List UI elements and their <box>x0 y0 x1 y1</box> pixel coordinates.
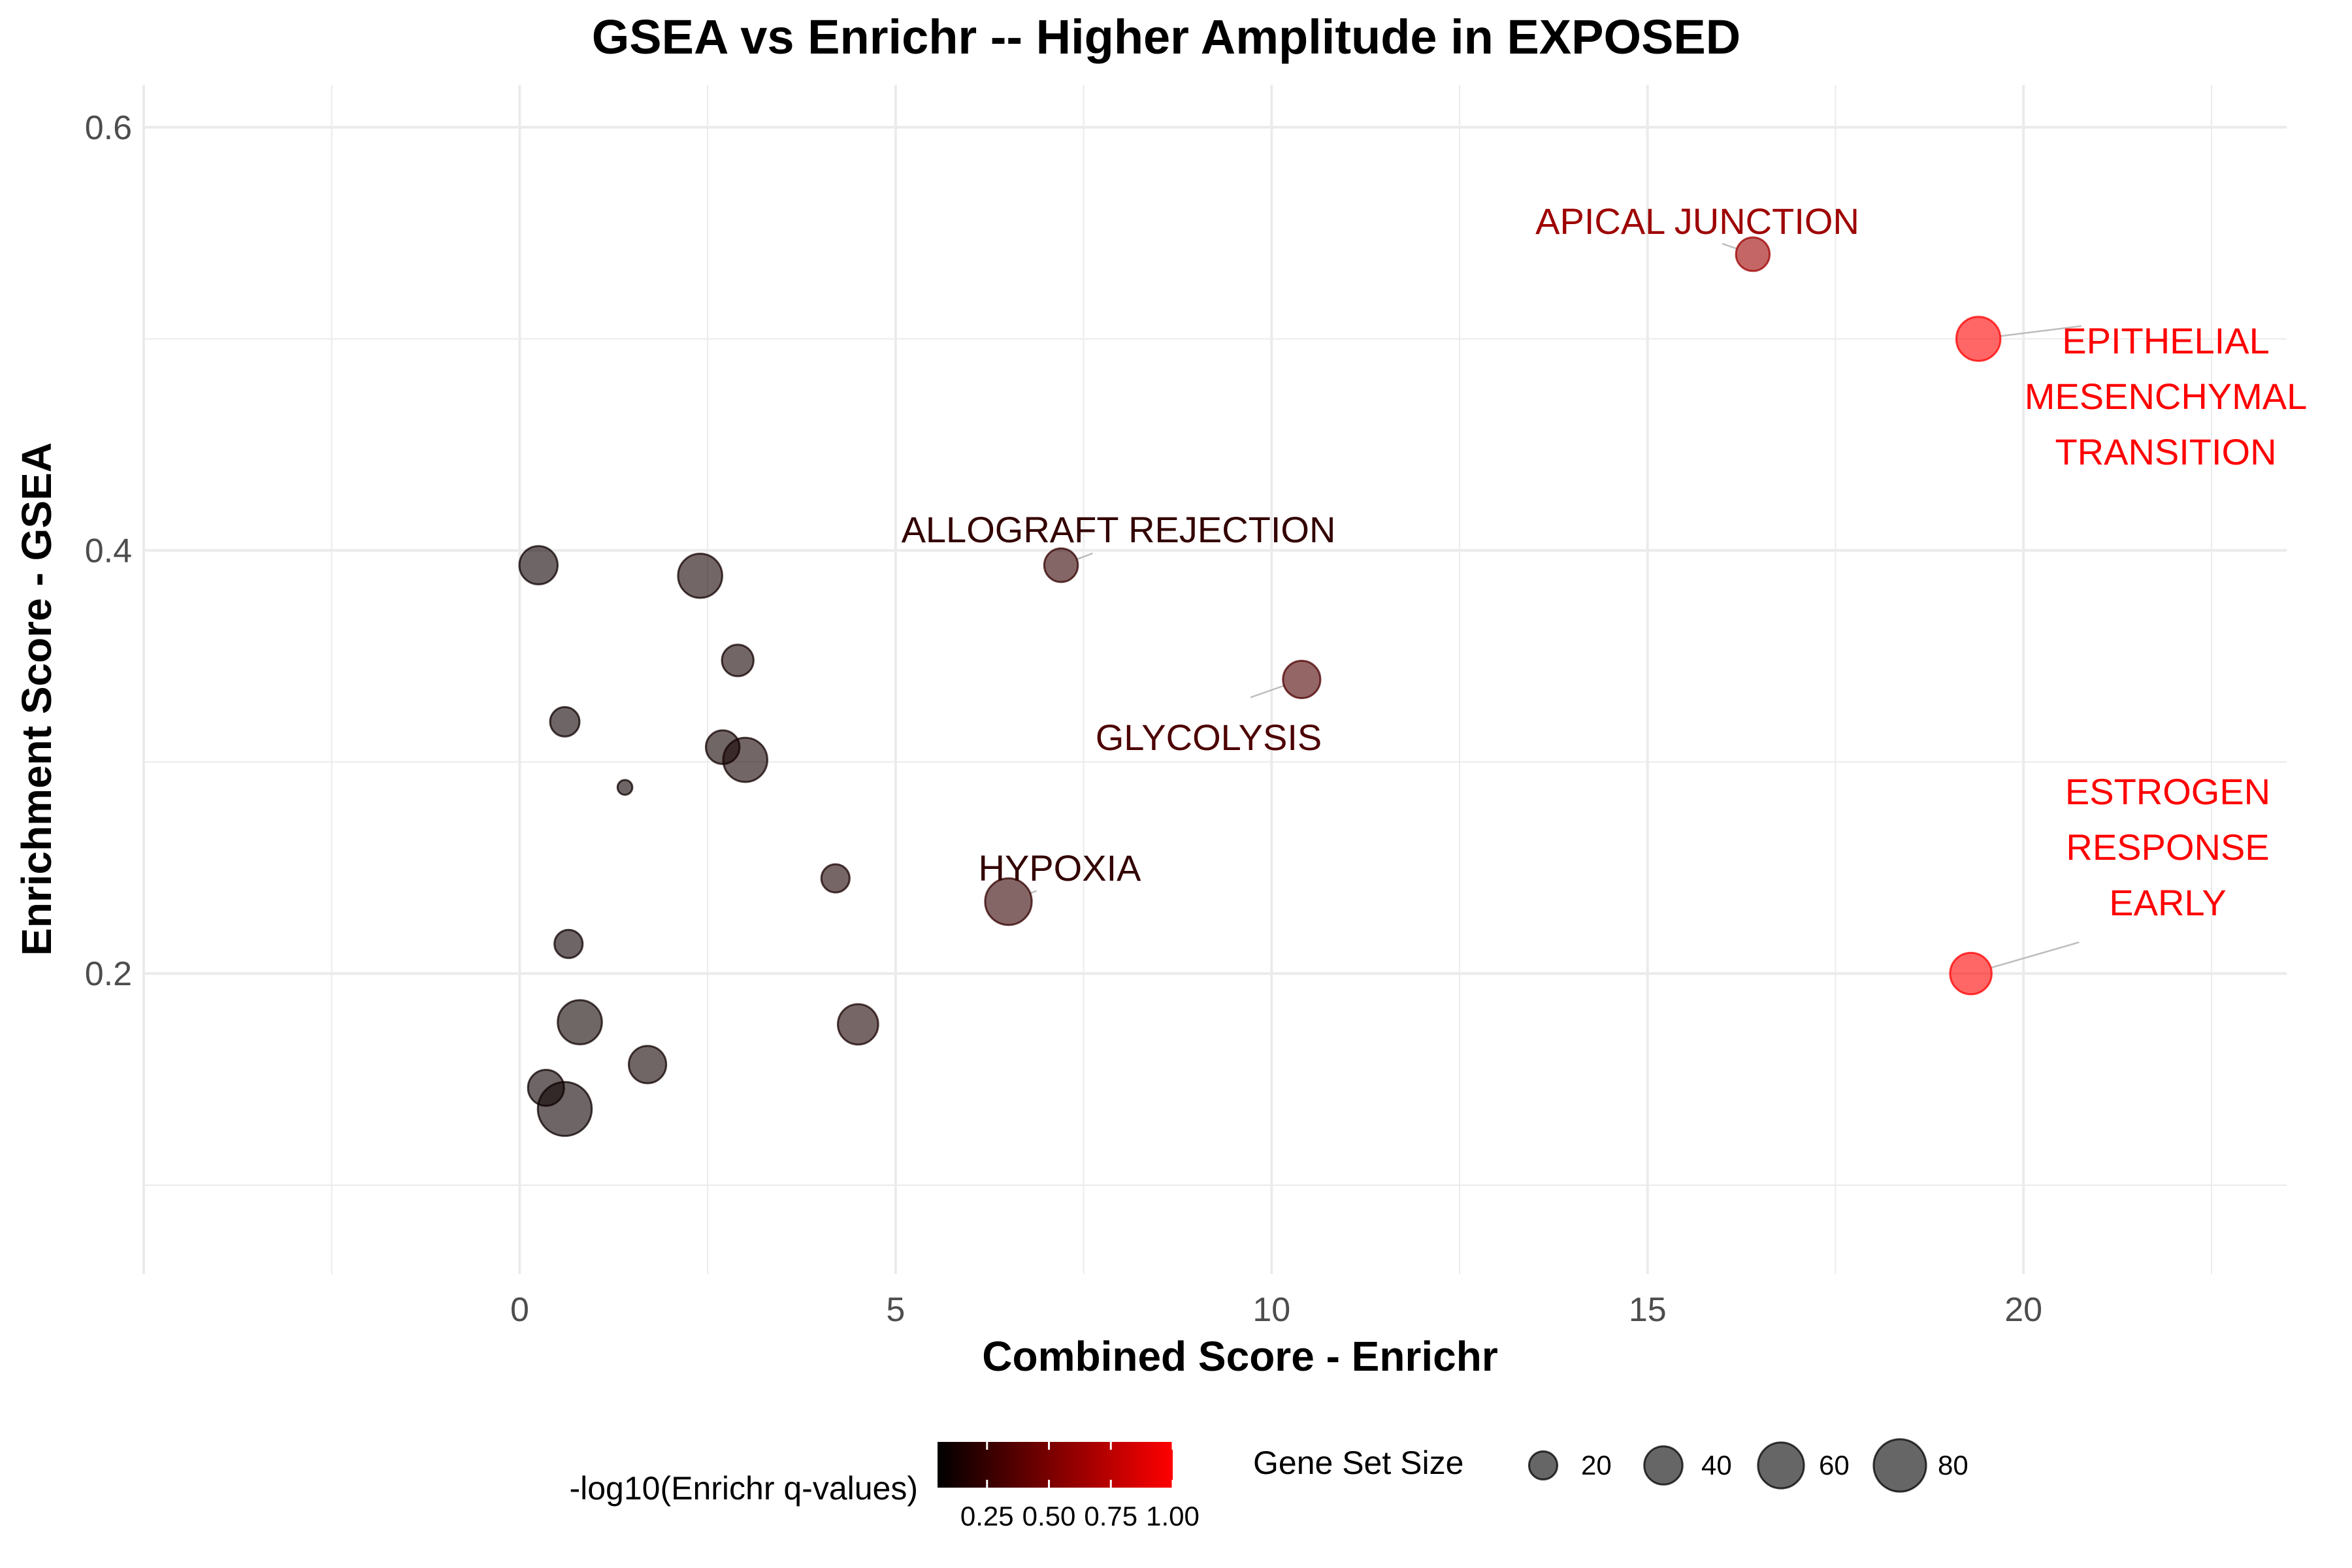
y-tick-labels: 0.2 0.4 0.6 <box>85 109 132 993</box>
size-legend-circle <box>1527 1450 1559 1481</box>
data-point <box>1043 547 1079 583</box>
data-point <box>984 877 1033 926</box>
color-legend-bar <box>938 1442 1173 1488</box>
data-point <box>557 999 603 1045</box>
data-point <box>1949 951 1993 996</box>
data-points <box>518 236 2002 1137</box>
y-tick-label: 0.4 <box>85 532 132 570</box>
point-label: GLYCOLYSIS <box>1096 717 1322 758</box>
size-legend-circle <box>1757 1441 1805 1490</box>
x-tick-label: 10 <box>1252 1291 1290 1329</box>
y-tick-label: 0.6 <box>85 109 132 147</box>
x-tick-labels: 0 5 10 15 20 <box>510 1291 2042 1329</box>
legend: -log10(Enrichr q-values) 0.25 0.50 0.75 1.0… <box>569 1438 1968 1531</box>
data-point <box>553 928 584 959</box>
label-leader-line <box>1030 890 1037 894</box>
x-tick-label: 15 <box>1629 1291 1667 1329</box>
data-point <box>1282 659 1322 700</box>
point-label: ALLOGRAFT REJECTION <box>902 509 1336 550</box>
label-leader-line <box>1076 552 1093 561</box>
size-legend-label: 20 <box>1581 1450 1612 1480</box>
data-point <box>536 1081 593 1137</box>
size-legend-label: 80 <box>1938 1450 1968 1480</box>
label-leader-line <box>2000 325 2082 337</box>
point-label: EPITHELIAL <box>2062 320 2269 361</box>
color-legend-tick-label: 0.75 <box>1084 1501 1137 1531</box>
label-leader-line <box>1990 941 2080 969</box>
size-legend-label: 60 <box>1819 1450 1850 1480</box>
size-legend-title: Gene Set Size <box>1253 1445 1463 1481</box>
data-point <box>628 1045 668 1085</box>
data-point <box>1735 236 1771 272</box>
size-legend-circle <box>1872 1438 1927 1493</box>
x-tick-label: 0 <box>510 1291 529 1329</box>
point-labels: APICAL JUNCTION EPITHELIAL MESENCHYMAL TRAN… <box>902 201 2308 923</box>
x-axis-label: Combined Score - Enrichr <box>982 1333 1497 1380</box>
x-tick-label: 5 <box>886 1291 905 1329</box>
color-legend-tick-label: 1.00 <box>1146 1501 1200 1531</box>
y-tick-label: 0.2 <box>85 955 132 993</box>
point-label: APICAL JUNCTION <box>1535 201 1859 242</box>
color-legend-tick-label: 0.25 <box>960 1501 1014 1531</box>
color-legend-tick-label: 0.50 <box>1022 1501 1076 1531</box>
point-label: TRANSITION <box>2055 431 2276 472</box>
data-point <box>1955 316 2002 362</box>
data-point <box>722 736 768 783</box>
color-legend-ticks: 0.25 0.50 0.75 1.00 <box>960 1442 1200 1531</box>
chart-title: GSEA vs Enrichr -- Higher Amplitude in E… <box>592 10 1740 64</box>
data-point <box>677 553 723 599</box>
data-point <box>518 545 559 585</box>
grid <box>142 85 2287 1274</box>
size-legend-circle <box>1643 1445 1684 1486</box>
size-legend-items: 20 40 60 80 <box>1527 1438 1968 1493</box>
data-point <box>721 644 755 678</box>
point-label: HYPOXIA <box>979 847 1142 889</box>
data-point <box>836 1003 879 1046</box>
size-legend-label: 40 <box>1701 1450 1732 1480</box>
y-axis-label: Enrichment Score - GSEA <box>13 442 60 956</box>
color-legend-title: -log10(Enrichr q-values) <box>569 1470 918 1507</box>
point-label: EARLY <box>2109 882 2226 923</box>
point-label: RESPONSE <box>2066 826 2269 868</box>
data-point <box>616 779 634 796</box>
point-label: MESENCHYMAL <box>2025 376 2308 417</box>
label-leader-line <box>1722 242 1737 250</box>
data-point <box>820 863 851 894</box>
point-label: ESTROGEN <box>2065 771 2270 812</box>
label-leader-lines <box>1030 242 2082 969</box>
data-point <box>549 706 581 738</box>
label-leader-line <box>1250 685 1284 698</box>
x-tick-label: 20 <box>2004 1291 2042 1329</box>
